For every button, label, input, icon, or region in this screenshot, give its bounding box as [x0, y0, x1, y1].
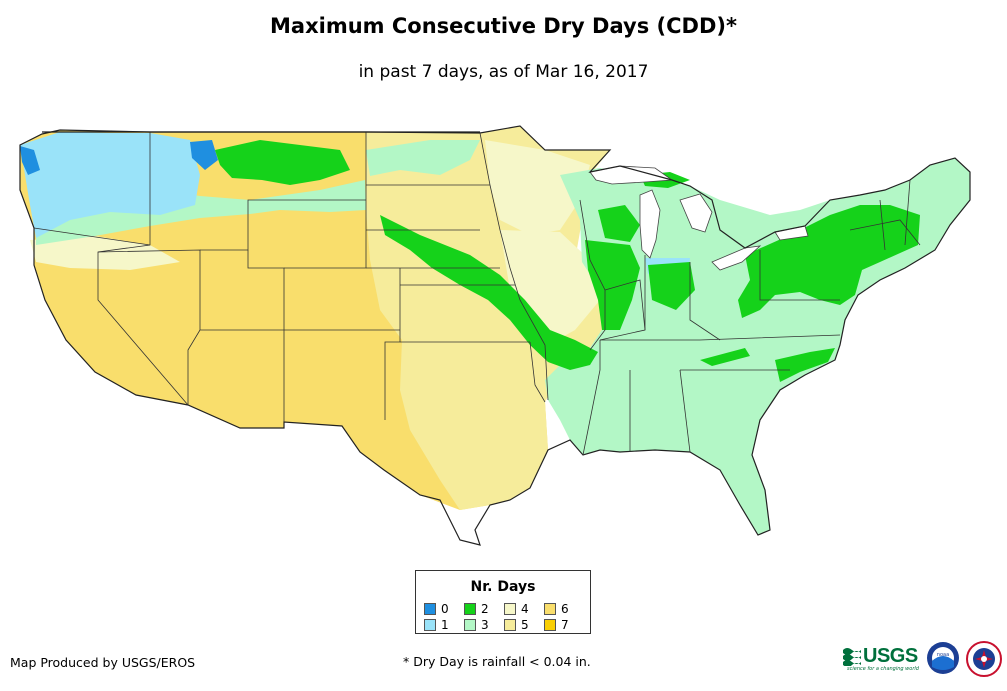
region-2-days-tn	[700, 348, 750, 366]
usgs-tagline: science for a changing world	[847, 666, 919, 672]
state-boundaries	[33, 132, 921, 456]
legend: Nr. Days 0 1 2 3 4 5 6 7	[415, 570, 591, 634]
legend-swatch-0	[424, 603, 436, 615]
region-2-days-northeast	[738, 205, 920, 318]
region-2-days-plains-band	[380, 215, 598, 370]
lake-michigan	[639, 189, 661, 259]
legend-swatch-1	[424, 619, 436, 631]
usgs-wave-icon	[843, 648, 861, 666]
legend-swatch-2	[464, 603, 476, 615]
legend-label-1: 1	[441, 618, 449, 632]
lake-superior	[589, 165, 674, 185]
legend-item-7: 7	[544, 618, 569, 632]
legend-item-4: 4	[504, 602, 529, 616]
map-title: Maximum Consecutive Dry Days (CDD)*	[270, 14, 737, 38]
region-2-days-montana	[215, 140, 350, 185]
region-0-days-wa	[20, 146, 40, 175]
us-outline	[19, 125, 971, 546]
dry-day-note: * Dry Day is rainfall < 0.04 in.	[403, 654, 591, 669]
legend-item-3: 3	[464, 618, 489, 632]
legend-item-6: 6	[544, 602, 569, 616]
credit-text: Map Produced by USGS/EROS	[10, 655, 196, 670]
legend-item-5: 5	[504, 618, 529, 632]
legend-item-0: 0	[424, 602, 449, 616]
legend-swatch-3	[464, 619, 476, 631]
legend-swatch-5	[504, 619, 516, 631]
nws-logo	[966, 641, 1002, 677]
region-2-days-wi	[598, 205, 640, 242]
region-2-days-carolina	[775, 348, 835, 382]
usgs-logo-text: USGS	[863, 644, 918, 667]
legend-item-1: 1	[424, 618, 449, 632]
region-2-days-midwest	[585, 240, 640, 330]
noaa-logo: noaa	[927, 642, 959, 674]
region-4-days-west	[30, 236, 180, 270]
legend-label-7: 7	[561, 618, 569, 632]
legend-swatch-4	[504, 603, 516, 615]
region-0-days-id	[190, 140, 218, 170]
noaa-logo-text: noaa	[937, 652, 949, 658]
map-subtitle: in past 7 days, as of Mar 16, 2017	[358, 62, 649, 82]
legend-title: Nr. Days	[470, 579, 536, 595]
lake-erie	[711, 245, 762, 271]
legend-item-2: 2	[464, 602, 489, 616]
legend-label-2: 2	[481, 602, 489, 616]
legend-label-6: 6	[561, 602, 569, 616]
legend-label-3: 3	[481, 618, 489, 632]
region-4-days	[485, 140, 590, 235]
legend-label-0: 0	[441, 602, 449, 616]
usgs-logo: USGS	[843, 643, 919, 669]
legend-label-5: 5	[521, 618, 529, 632]
legend-label-4: 4	[521, 602, 529, 616]
lake-huron	[679, 193, 713, 233]
region-1-day-pnw	[20, 132, 200, 238]
region-2-days-indiana	[648, 262, 695, 310]
legend-swatch-6	[544, 603, 556, 615]
region-3-days-north	[366, 140, 480, 176]
legend-swatch-7	[544, 619, 556, 631]
